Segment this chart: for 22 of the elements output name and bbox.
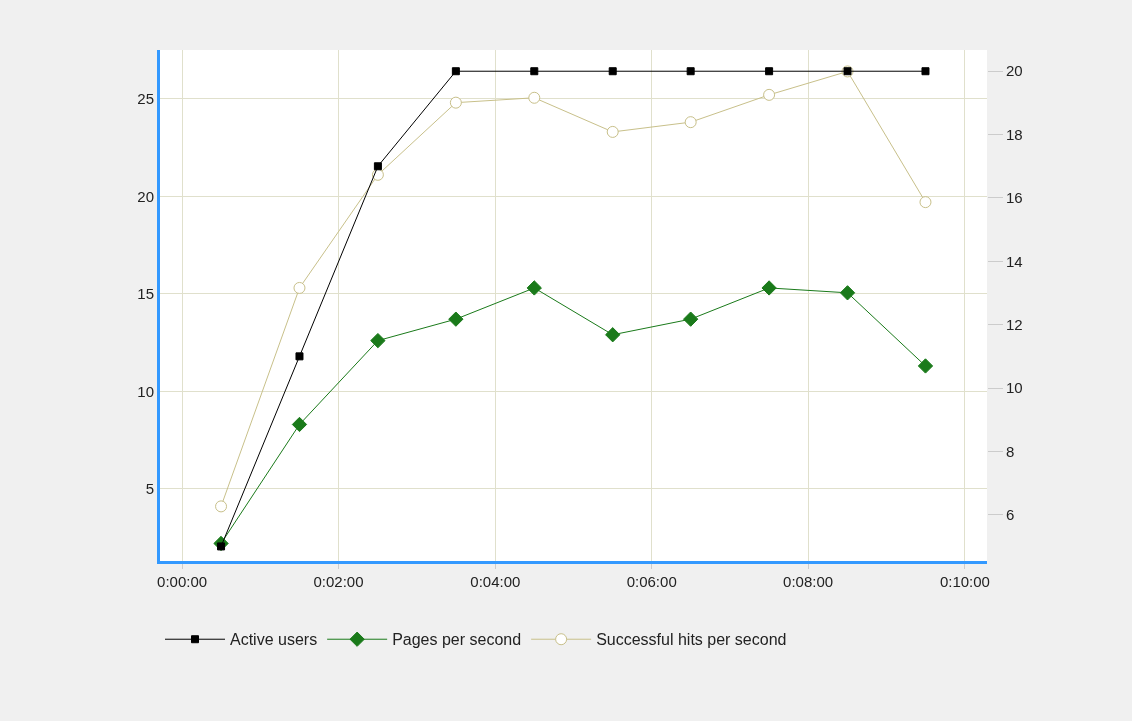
x-tick-label: 0:10:00 — [939, 573, 990, 590]
legend-label: Pages per second — [392, 631, 522, 649]
x-tick-label: 0:04:00 — [470, 573, 521, 590]
y2-tick-label: 14 — [1006, 252, 1023, 270]
y2-tick-label: 16 — [1006, 189, 1023, 207]
y-tick-label: 5 — [145, 480, 154, 498]
y-tick-label: 10 — [137, 382, 154, 400]
y2-tick-label: 12 — [1006, 315, 1023, 333]
y-tick-label: 15 — [137, 285, 154, 303]
legend-label: Active users — [230, 631, 318, 649]
y-tick-label: 25 — [137, 90, 154, 108]
x-tick-label: 0:06:00 — [626, 573, 677, 590]
x-tick-label: 0:00:00 — [157, 573, 208, 590]
x-tick-label: 0:02:00 — [313, 573, 364, 590]
y2-tick-label: 8 — [1006, 442, 1015, 460]
legend-label: Successful hits per second — [596, 631, 787, 649]
y2-tick-label: 6 — [1006, 506, 1015, 523]
y2-tick-label: 10 — [1006, 379, 1023, 397]
x-tick-label: 0:08:00 — [783, 573, 834, 590]
y-tick-label: 20 — [137, 187, 154, 205]
y2-tick-label: 20 — [1006, 62, 1023, 80]
y2-tick-label: 18 — [1006, 125, 1023, 143]
